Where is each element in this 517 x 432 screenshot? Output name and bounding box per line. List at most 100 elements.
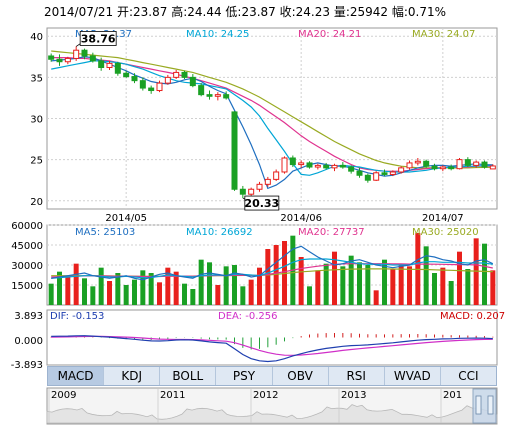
volume-bar: [315, 270, 321, 305]
candle-body: [181, 71, 188, 78]
navigator-year-label: 201: [443, 390, 462, 401]
tab-obv[interactable]: OBV: [273, 367, 329, 385]
price-x-tick-label: 2014/07: [422, 213, 464, 224]
price-tick-label: 35: [30, 73, 43, 84]
volume-bar: [157, 282, 162, 305]
tab-macd[interactable]: MACD: [48, 367, 105, 385]
volume-ma5-line: [51, 245, 494, 281]
volume-bar: [273, 245, 279, 305]
volume-bar: [340, 266, 346, 305]
navigator-series: [46, 404, 498, 424]
navigator-year-label: 2011: [160, 390, 185, 401]
high-label: 38.76: [81, 32, 116, 45]
price-tick-label: 20: [30, 197, 43, 208]
ma10-line: [51, 60, 493, 176]
candle-body: [314, 164, 321, 168]
high-box: [79, 31, 117, 46]
candle-body: [256, 183, 263, 190]
tab-wvad[interactable]: WVAD: [385, 367, 441, 385]
candle-body: [48, 55, 55, 60]
volume-bar: [365, 265, 371, 305]
volume-bar: [407, 266, 412, 305]
volume-tick-label: 30000: [11, 261, 43, 272]
candle-body: [148, 87, 155, 92]
volume-bar: [73, 263, 79, 305]
volume-bar: [357, 262, 362, 305]
candle-body: [81, 49, 88, 57]
volume-bar: [307, 286, 312, 305]
macd-legend-entry: DEA: -0.256: [218, 311, 277, 322]
ma5-line: [51, 56, 493, 190]
tab-rsi[interactable]: RSI: [329, 367, 385, 385]
tab-psy[interactable]: PSY: [216, 367, 273, 385]
tab-boll[interactable]: BOLL: [160, 367, 217, 385]
candle-body: [164, 76, 171, 84]
dif-line: [51, 335, 493, 363]
volume-bar: [265, 249, 271, 305]
volume-bar: [232, 265, 237, 305]
volume-bar: [240, 286, 246, 305]
candle-body: [281, 157, 288, 173]
volume-bar: [482, 243, 487, 305]
price-tick-label: 25: [30, 156, 43, 167]
volume-y-axis: 60000 45000 30000 15000: [11, 221, 43, 292]
volume-bar: [57, 271, 62, 305]
candle-body: [198, 85, 205, 96]
candle-body: [114, 62, 121, 74]
candle-body: [364, 174, 371, 181]
volume-bar: [298, 257, 304, 305]
price-y-axis: 40 35 30 25 20: [30, 32, 43, 208]
candle-body: [214, 94, 221, 97]
dea-line: [51, 335, 493, 356]
candle-body: [123, 72, 130, 78]
price-candles: [48, 46, 496, 199]
volume-bar: [148, 273, 154, 305]
volume-bar: [198, 259, 204, 305]
volume-bar: [398, 265, 404, 305]
volume-moving-averages: [51, 245, 494, 281]
volume-bar: [140, 270, 146, 305]
volume-bar: [457, 251, 462, 305]
macd-tick-label: -3.893: [11, 360, 43, 371]
volume-bar: [132, 279, 137, 305]
candle-body: [223, 94, 230, 99]
volume-bar: [490, 270, 496, 305]
candle-body: [414, 160, 421, 164]
volume-bar: [65, 275, 71, 305]
candle-body: [381, 172, 388, 175]
candle-body: [306, 162, 313, 168]
volume-bar: [182, 283, 187, 305]
candle-body: [298, 162, 305, 166]
price-x-axis: 2014/05 2014/06 2014/07: [105, 213, 463, 224]
candle-body: [248, 188, 255, 195]
price-tick-label: 40: [30, 32, 43, 43]
candle-body: [406, 162, 413, 169]
candle-body: [431, 165, 438, 170]
volume-bar: [223, 266, 229, 305]
volume-bar: [423, 246, 429, 305]
candle-body: [139, 80, 146, 89]
volume-bar: [348, 255, 354, 305]
indicator-tabs: MACD KDJ BOLL PSY OBV RSI WVAD CCI: [47, 366, 497, 386]
tab-cci[interactable]: CCI: [458, 369, 479, 383]
price-x-tick-label: 2014/05: [105, 213, 147, 224]
candle-body: [98, 60, 105, 68]
candle-body: [189, 76, 196, 87]
volume-bar: [48, 283, 54, 305]
candle-body: [481, 161, 488, 168]
candle-body: [131, 76, 138, 82]
candle-body: [239, 188, 246, 195]
volume-bar: [465, 269, 471, 305]
navigator-area: [46, 404, 498, 424]
volume-bar: [90, 286, 96, 305]
macd-legend: DIF: -0.153 DEA: -0.256 MACD: 0.207: [50, 311, 505, 322]
volume-bar: [98, 267, 104, 305]
volume-bar: [332, 251, 337, 305]
volume-legend: MA5: 25103 MA10: 26692 MA20: 27737 MA30: 25…: [75, 227, 479, 238]
candle-body: [356, 170, 363, 176]
tab-kdj[interactable]: KDJ: [104, 367, 161, 385]
candle-body: [173, 71, 180, 78]
navigator-handle[interactable]: [472, 388, 497, 424]
volume-bar: [190, 289, 196, 305]
low-box: [244, 195, 280, 211]
